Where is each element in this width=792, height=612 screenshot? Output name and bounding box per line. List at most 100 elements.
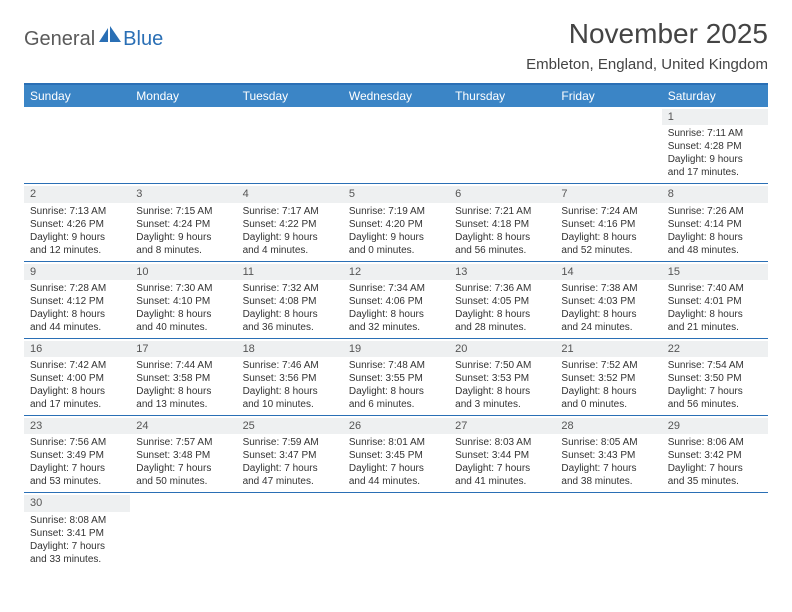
location-text: Embleton, England, United Kingdom [526,56,768,73]
day-header-sunday: Sunday [24,85,130,107]
daylight-text: and 28 minutes. [455,321,549,334]
daylight-text: Daylight: 8 hours [30,308,124,321]
daylight-text: and 21 minutes. [668,321,762,334]
day-number: 3 [130,186,236,202]
day-cell: 11Sunrise: 7:32 AMSunset: 4:08 PMDayligh… [237,262,343,338]
sunrise-text: Sunrise: 7:42 AM [30,359,124,372]
week-row: 30Sunrise: 8:08 AMSunset: 3:41 PMDayligh… [24,493,768,569]
daylight-text: Daylight: 7 hours [455,462,549,475]
sunset-text: Sunset: 4:00 PM [30,372,124,385]
day-cell: 18Sunrise: 7:46 AMSunset: 3:56 PMDayligh… [237,339,343,415]
daylight-text: and 17 minutes. [668,166,762,179]
sunrise-text: Sunrise: 7:57 AM [136,436,230,449]
day-cell [24,107,130,183]
sunrise-text: Sunrise: 7:26 AM [668,205,762,218]
sunset-text: Sunset: 3:44 PM [455,449,549,462]
sunrise-text: Sunrise: 7:15 AM [136,205,230,218]
day-number: 2 [24,186,130,202]
sunset-text: Sunset: 4:26 PM [30,218,124,231]
daylight-text: and 40 minutes. [136,321,230,334]
sunrise-text: Sunrise: 7:52 AM [561,359,655,372]
sunrise-text: Sunrise: 7:48 AM [349,359,443,372]
sunrise-text: Sunrise: 7:32 AM [243,282,337,295]
sunset-text: Sunset: 4:06 PM [349,295,443,308]
week-row: 1Sunrise: 7:11 AMSunset: 4:28 PMDaylight… [24,107,768,184]
sunset-text: Sunset: 3:45 PM [349,449,443,462]
day-cell: 13Sunrise: 7:36 AMSunset: 4:05 PMDayligh… [449,262,555,338]
day-cell: 29Sunrise: 8:06 AMSunset: 3:42 PMDayligh… [662,416,768,492]
week-row: 2Sunrise: 7:13 AMSunset: 4:26 PMDaylight… [24,184,768,261]
day-cell: 3Sunrise: 7:15 AMSunset: 4:24 PMDaylight… [130,184,236,260]
week-row: 23Sunrise: 7:56 AMSunset: 3:49 PMDayligh… [24,416,768,493]
daylight-text: Daylight: 7 hours [668,462,762,475]
day-number: 28 [555,418,661,434]
day-number: 21 [555,341,661,357]
day-cell [449,493,555,569]
header: General Blue November 2025 Embleton, Eng… [24,18,768,73]
day-cell: 15Sunrise: 7:40 AMSunset: 4:01 PMDayligh… [662,262,768,338]
daylight-text: Daylight: 7 hours [349,462,443,475]
calendar: Sunday Monday Tuesday Wednesday Thursday… [24,83,768,570]
day-number: 12 [343,264,449,280]
daylight-text: Daylight: 7 hours [668,385,762,398]
sunset-text: Sunset: 4:03 PM [561,295,655,308]
day-cell: 21Sunrise: 7:52 AMSunset: 3:52 PMDayligh… [555,339,661,415]
day-cell: 12Sunrise: 7:34 AMSunset: 4:06 PMDayligh… [343,262,449,338]
sunset-text: Sunset: 4:18 PM [455,218,549,231]
day-header-tuesday: Tuesday [237,85,343,107]
sunset-text: Sunset: 4:12 PM [30,295,124,308]
daylight-text: Daylight: 8 hours [561,308,655,321]
day-number: 17 [130,341,236,357]
daylight-text: and 17 minutes. [30,398,124,411]
daylight-text: and 52 minutes. [561,244,655,257]
day-cell: 27Sunrise: 8:03 AMSunset: 3:44 PMDayligh… [449,416,555,492]
day-cell: 5Sunrise: 7:19 AMSunset: 4:20 PMDaylight… [343,184,449,260]
sunset-text: Sunset: 3:55 PM [349,372,443,385]
sunset-text: Sunset: 3:47 PM [243,449,337,462]
day-cell [130,107,236,183]
day-cell: 24Sunrise: 7:57 AMSunset: 3:48 PMDayligh… [130,416,236,492]
day-number: 7 [555,186,661,202]
daylight-text: Daylight: 8 hours [561,231,655,244]
day-number: 11 [237,264,343,280]
sunrise-text: Sunrise: 7:34 AM [349,282,443,295]
day-cell: 16Sunrise: 7:42 AMSunset: 4:00 PMDayligh… [24,339,130,415]
daylight-text: and 0 minutes. [561,398,655,411]
daylight-text: and 44 minutes. [30,321,124,334]
daylight-text: Daylight: 7 hours [30,540,124,553]
sunrise-text: Sunrise: 8:08 AM [30,514,124,527]
day-number: 30 [24,495,130,511]
daylight-text: Daylight: 7 hours [243,462,337,475]
day-number: 6 [449,186,555,202]
sunset-text: Sunset: 4:28 PM [668,140,762,153]
day-cell: 23Sunrise: 7:56 AMSunset: 3:49 PMDayligh… [24,416,130,492]
day-cell [130,493,236,569]
day-header-saturday: Saturday [662,85,768,107]
sunrise-text: Sunrise: 7:56 AM [30,436,124,449]
day-cell [237,493,343,569]
day-header-monday: Monday [130,85,236,107]
day-cell [555,107,661,183]
weeks-container: 1Sunrise: 7:11 AMSunset: 4:28 PMDaylight… [24,107,768,570]
daylight-text: Daylight: 9 hours [243,231,337,244]
sunrise-text: Sunrise: 7:59 AM [243,436,337,449]
sunrise-text: Sunrise: 7:21 AM [455,205,549,218]
daylight-text: Daylight: 8 hours [455,385,549,398]
daylight-text: Daylight: 8 hours [668,231,762,244]
sunrise-text: Sunrise: 7:50 AM [455,359,549,372]
sunset-text: Sunset: 4:01 PM [668,295,762,308]
daylight-text: and 12 minutes. [30,244,124,257]
daylight-text: and 48 minutes. [668,244,762,257]
sunset-text: Sunset: 3:49 PM [30,449,124,462]
daylight-text: and 50 minutes. [136,475,230,488]
day-cell: 19Sunrise: 7:48 AMSunset: 3:55 PMDayligh… [343,339,449,415]
daylight-text: and 47 minutes. [243,475,337,488]
sunrise-text: Sunrise: 7:17 AM [243,205,337,218]
daylight-text: Daylight: 8 hours [561,385,655,398]
daylight-text: and 8 minutes. [136,244,230,257]
daylight-text: Daylight: 8 hours [349,385,443,398]
daylight-text: Daylight: 9 hours [136,231,230,244]
day-cell: 28Sunrise: 8:05 AMSunset: 3:43 PMDayligh… [555,416,661,492]
day-number: 16 [24,341,130,357]
day-number: 22 [662,341,768,357]
